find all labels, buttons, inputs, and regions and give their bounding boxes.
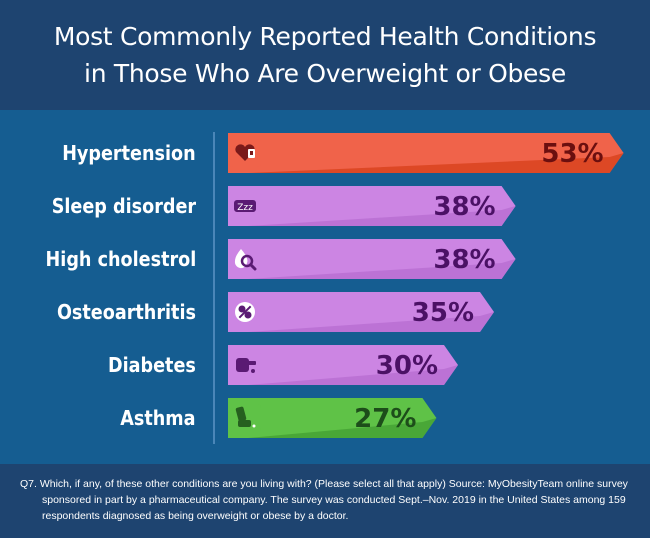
value-label: 35% (412, 298, 474, 328)
source-line-1: Q7. Which, if any, of these other condit… (20, 478, 628, 490)
value-label: 38% (433, 192, 495, 222)
source-note: Q7. Which, if any, of these other condit… (20, 476, 632, 524)
title-banner: Most Commonly Reported Health Conditions… (0, 0, 650, 110)
sleep-mask-icon: Zzz (229, 192, 261, 220)
category-label: Hypertension (62, 141, 196, 165)
category-label: Sleep disorder (51, 194, 196, 218)
bar-row: Zzz 38% (228, 186, 516, 226)
value-label: 30% (376, 351, 438, 381)
category-label: High cholestrol (45, 247, 196, 271)
chart-title-line-2: in Those Who Are Overweight or Obese (84, 59, 566, 88)
bar-row: 30% (228, 345, 458, 385)
bar-shade (248, 365, 458, 385)
joint-icon (229, 298, 261, 326)
plot-area: Hypertension Sleep disorder High cholestro… (0, 110, 650, 464)
inhaler-icon (229, 404, 261, 432)
bar-chart: 53% Zzz 38% 38% 35% 30% 27% (228, 133, 624, 438)
bar-shade (248, 418, 437, 438)
category-label: Osteoarthritis (56, 300, 196, 324)
axis-line (213, 132, 215, 444)
footer: Q7. Which, if any, of these other condit… (0, 464, 650, 538)
category-label: Asthma (120, 406, 196, 430)
glucose-meter-icon (229, 351, 261, 379)
value-label: 53% (541, 139, 603, 169)
bar-row: 53% (228, 133, 624, 173)
value-label: 38% (433, 245, 495, 275)
bar-shade (248, 153, 624, 173)
bar-row: 35% (228, 292, 494, 332)
bar-shade (248, 312, 494, 332)
bar-shade (248, 259, 516, 279)
category-label: Diabetes (108, 353, 196, 377)
bar-row: 27% (228, 398, 437, 438)
svg-text:Zzz: Zzz (237, 203, 253, 213)
bar-row: 38% (228, 239, 516, 279)
bar-shade (248, 206, 516, 226)
source-line-3: respondents diagnosed as being overweigh… (42, 510, 349, 522)
value-label: 27% (354, 404, 416, 434)
chart-title-line-1: Most Commonly Reported Health Conditions (53, 22, 597, 51)
source-line-2: sponsored in part by a pharmaceutical co… (42, 494, 626, 506)
heart-monitor-icon (229, 139, 261, 167)
blood-drop-magnifier-icon (229, 245, 261, 273)
